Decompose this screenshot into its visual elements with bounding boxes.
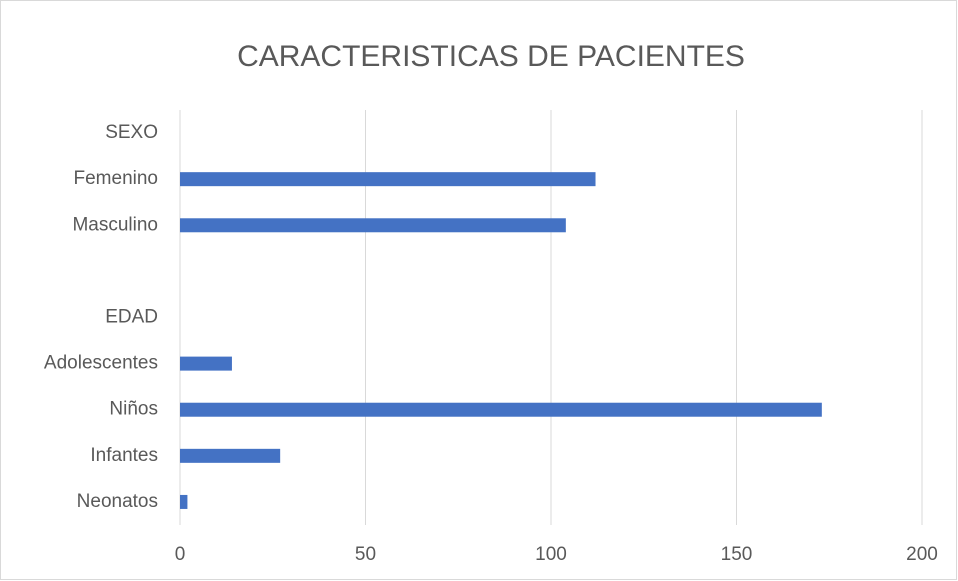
bar	[180, 356, 232, 371]
y-tick-label: EDAD	[105, 307, 158, 328]
y-tick-label: SEXO	[105, 122, 158, 143]
bar	[180, 448, 281, 463]
bar	[180, 172, 596, 187]
x-tick-label: 0	[175, 544, 186, 565]
y-tick-label: Neonatos	[77, 491, 158, 512]
y-tick-label: Adolescentes	[44, 353, 158, 374]
chart-title: CARACTERISTICAS DE PACIENTES	[237, 40, 745, 73]
y-tick-label: Masculino	[72, 214, 158, 235]
x-tick-label: 150	[721, 544, 753, 565]
y-tick-label: Infantes	[90, 445, 158, 466]
bar	[180, 218, 566, 233]
y-tick-label: Niños	[109, 399, 158, 420]
x-tick-label: 100	[535, 544, 567, 565]
x-tick-label: 200	[906, 544, 938, 565]
bar	[180, 494, 188, 509]
x-tick-label: 50	[355, 544, 376, 565]
y-tick-label: Femenino	[74, 168, 159, 189]
bar	[180, 402, 822, 417]
